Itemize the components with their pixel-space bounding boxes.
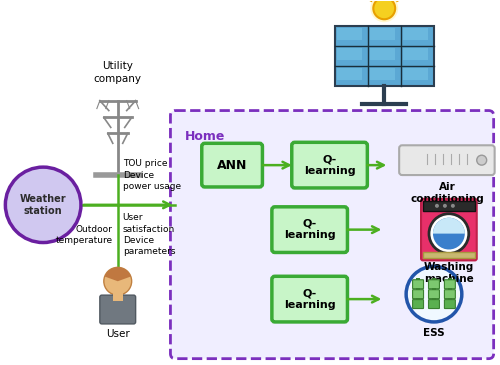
FancyBboxPatch shape <box>202 143 262 187</box>
FancyBboxPatch shape <box>421 199 476 260</box>
Text: User
satisfaction
Device
parameters: User satisfaction Device parameters <box>122 214 175 256</box>
FancyBboxPatch shape <box>444 290 456 299</box>
Bar <box>403 48 428 60</box>
FancyBboxPatch shape <box>100 295 136 324</box>
Bar <box>432 288 436 290</box>
Circle shape <box>451 204 455 208</box>
Bar <box>336 28 361 40</box>
Bar <box>448 278 452 280</box>
Bar <box>113 293 122 301</box>
Circle shape <box>476 155 486 165</box>
Circle shape <box>433 218 465 250</box>
Wedge shape <box>433 218 465 234</box>
Bar <box>416 278 420 280</box>
Text: Q-
learning: Q- learning <box>284 219 336 241</box>
FancyBboxPatch shape <box>428 290 440 299</box>
Bar <box>370 48 395 60</box>
FancyBboxPatch shape <box>444 300 456 308</box>
FancyBboxPatch shape <box>170 111 493 359</box>
FancyBboxPatch shape <box>272 207 347 253</box>
FancyBboxPatch shape <box>428 300 440 308</box>
Bar <box>432 278 436 280</box>
FancyBboxPatch shape <box>428 280 440 289</box>
Bar <box>403 28 428 40</box>
Bar <box>432 298 436 300</box>
FancyBboxPatch shape <box>412 300 424 308</box>
Bar <box>416 298 420 300</box>
Bar <box>403 68 428 80</box>
Text: ANN: ANN <box>217 159 248 172</box>
Bar <box>448 288 452 290</box>
Circle shape <box>374 0 395 19</box>
Text: Q-
learning: Q- learning <box>284 288 336 310</box>
Text: ESS: ESS <box>423 328 445 338</box>
Text: Weather
station: Weather station <box>20 193 66 216</box>
Text: Utility
company: Utility company <box>94 61 142 84</box>
FancyBboxPatch shape <box>334 26 434 86</box>
Bar <box>370 68 395 80</box>
Circle shape <box>429 214 469 253</box>
Text: Home: Home <box>186 130 226 143</box>
Circle shape <box>406 266 462 322</box>
Circle shape <box>443 204 447 208</box>
Text: TOU price
Device
power usage: TOU price Device power usage <box>122 160 181 191</box>
Text: Washing
machine: Washing machine <box>424 262 474 284</box>
FancyBboxPatch shape <box>399 145 494 175</box>
Text: User: User <box>106 329 130 339</box>
Bar <box>336 68 361 80</box>
Text: Q-
learning: Q- learning <box>304 154 356 176</box>
Bar <box>423 253 474 258</box>
Text: Outdoor
temperature: Outdoor temperature <box>56 224 113 245</box>
Text: Air
conditioning: Air conditioning <box>410 182 484 204</box>
Bar <box>336 48 361 60</box>
Bar <box>370 28 395 40</box>
FancyBboxPatch shape <box>444 280 456 289</box>
FancyBboxPatch shape <box>272 276 347 322</box>
Circle shape <box>6 167 81 242</box>
Bar <box>448 298 452 300</box>
Wedge shape <box>104 267 131 281</box>
Circle shape <box>435 204 439 208</box>
Bar <box>423 201 474 211</box>
Circle shape <box>104 267 132 295</box>
Circle shape <box>370 0 398 22</box>
FancyBboxPatch shape <box>292 142 368 188</box>
FancyBboxPatch shape <box>412 290 424 299</box>
FancyBboxPatch shape <box>412 280 424 289</box>
Bar <box>416 288 420 290</box>
